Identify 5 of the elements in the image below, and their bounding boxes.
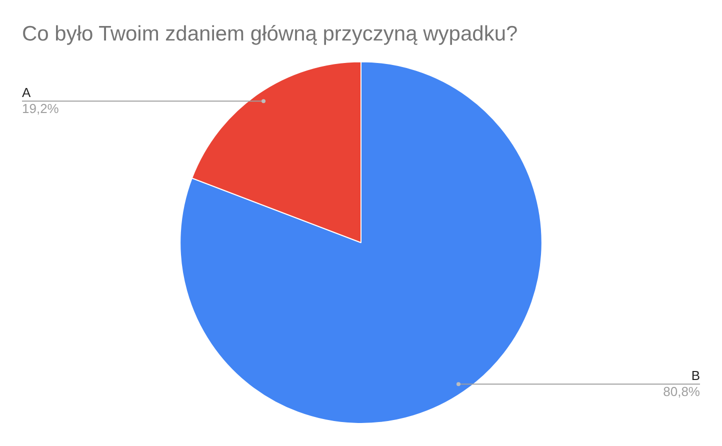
slice-label: B [691,368,700,384]
data-label: 80,8% [663,384,700,400]
slice-label: A [22,85,31,100]
data-label: 19,2% [22,101,60,116]
chart-title: Co było Twoim zdaniem główną przyczyną wypadku? [22,22,518,46]
